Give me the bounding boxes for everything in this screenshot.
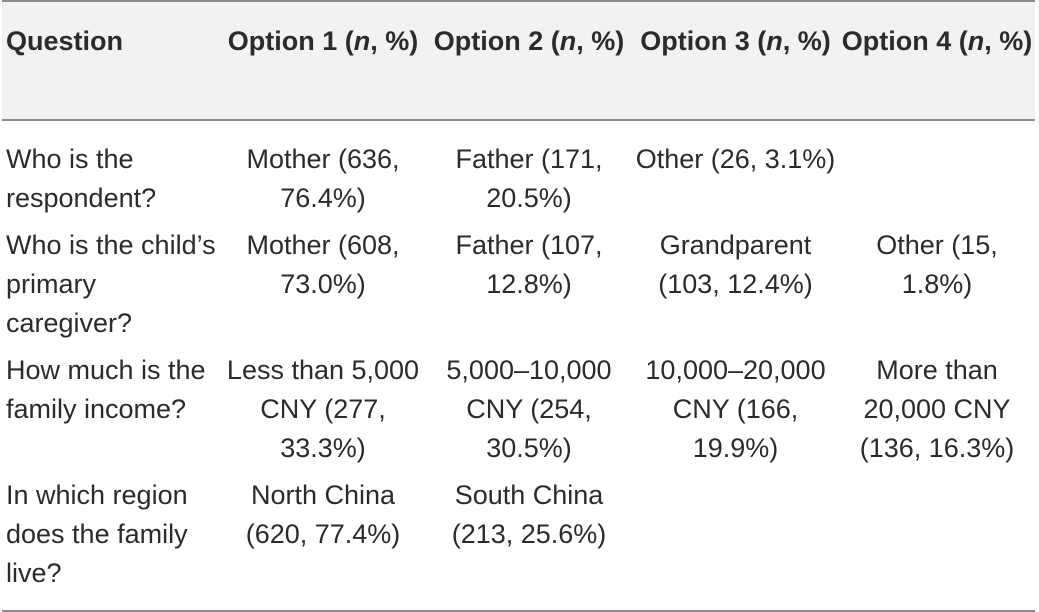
- option-4-cell: [839, 120, 1035, 226]
- header-option-1-prefix: Option 1 (: [227, 26, 354, 56]
- question-cell: In which region does the family live?: [6, 480, 188, 588]
- header-option-4-prefix: Option 4 (: [841, 26, 968, 56]
- header-option-3-italic: n: [766, 26, 783, 56]
- option-2-cell: Father (107, 12.8%): [455, 230, 603, 299]
- option-3-cell: 10,000–20,000 CNY (166, 19.9%): [645, 355, 826, 463]
- option-1-cell: Mother (636, 76.4%): [246, 144, 400, 213]
- option-1-cell: North China (620, 77.4%): [245, 480, 401, 549]
- option-2-cell: 5,000–10,000 CNY (254, 30.5%): [446, 355, 612, 463]
- question-cell: Who is the child’s primary caregiver?: [6, 230, 216, 338]
- table-row: Who is the respondent? Mother (636, 76.4…: [2, 120, 1035, 226]
- option-3-cell: Other (26, 3.1%): [635, 144, 836, 174]
- header-option-2-italic: n: [559, 26, 577, 56]
- header-option-1: Option 1 (n, %): [220, 1, 426, 120]
- header-option-1-italic: n: [353, 26, 371, 56]
- table-row: Who is the child’s primary caregiver? Mo…: [2, 226, 1035, 351]
- header-option-4-italic: n: [967, 26, 985, 56]
- table-row: In which region does the family live? No…: [2, 476, 1035, 611]
- table-body: Who is the respondent? Mother (636, 76.4…: [2, 120, 1035, 611]
- option-4-cell: Other (15, 1.8%): [876, 230, 998, 299]
- header-option-4-suffix: , %): [984, 26, 1033, 56]
- option-1-cell: Less than 5,000 CNY (277, 33.3%): [226, 355, 420, 463]
- option-4-cell: More than 20,000 CNY (136, 16.3%): [859, 355, 1015, 463]
- header-option-3-prefix: Option 3 (: [640, 26, 767, 56]
- option-3-cell: Grandparent (103, 12.4%): [658, 230, 813, 299]
- header-option-2-suffix: , %): [576, 26, 625, 56]
- header-option-4: Option 4 (n, %): [839, 1, 1035, 120]
- header-row: Question Option 1 (n, %) Option 2 (n, %)…: [2, 1, 1035, 120]
- table-header: Question Option 1 (n, %) Option 2 (n, %)…: [2, 1, 1035, 120]
- header-option-2-prefix: Option 2 (: [433, 26, 560, 56]
- option-2-cell: South China (213, 25.6%): [451, 480, 607, 549]
- option-4-cell: [839, 476, 1035, 611]
- header-question: Question: [6, 26, 124, 56]
- question-cell: Who is the respondent?: [6, 144, 157, 213]
- header-option-1-suffix: , %): [370, 26, 419, 56]
- table-row: How much is the family income? Less than…: [2, 351, 1035, 476]
- option-2-cell: Father (171, 20.5%): [455, 144, 603, 213]
- header-option-2: Option 2 (n, %): [426, 1, 632, 120]
- header-option-3-suffix: , %): [782, 26, 831, 56]
- option-1-cell: Mother (608, 73.0%): [246, 230, 400, 299]
- option-3-cell: [632, 476, 839, 611]
- header-option-3: Option 3 (n, %): [632, 1, 839, 120]
- question-cell: How much is the family income?: [6, 355, 206, 424]
